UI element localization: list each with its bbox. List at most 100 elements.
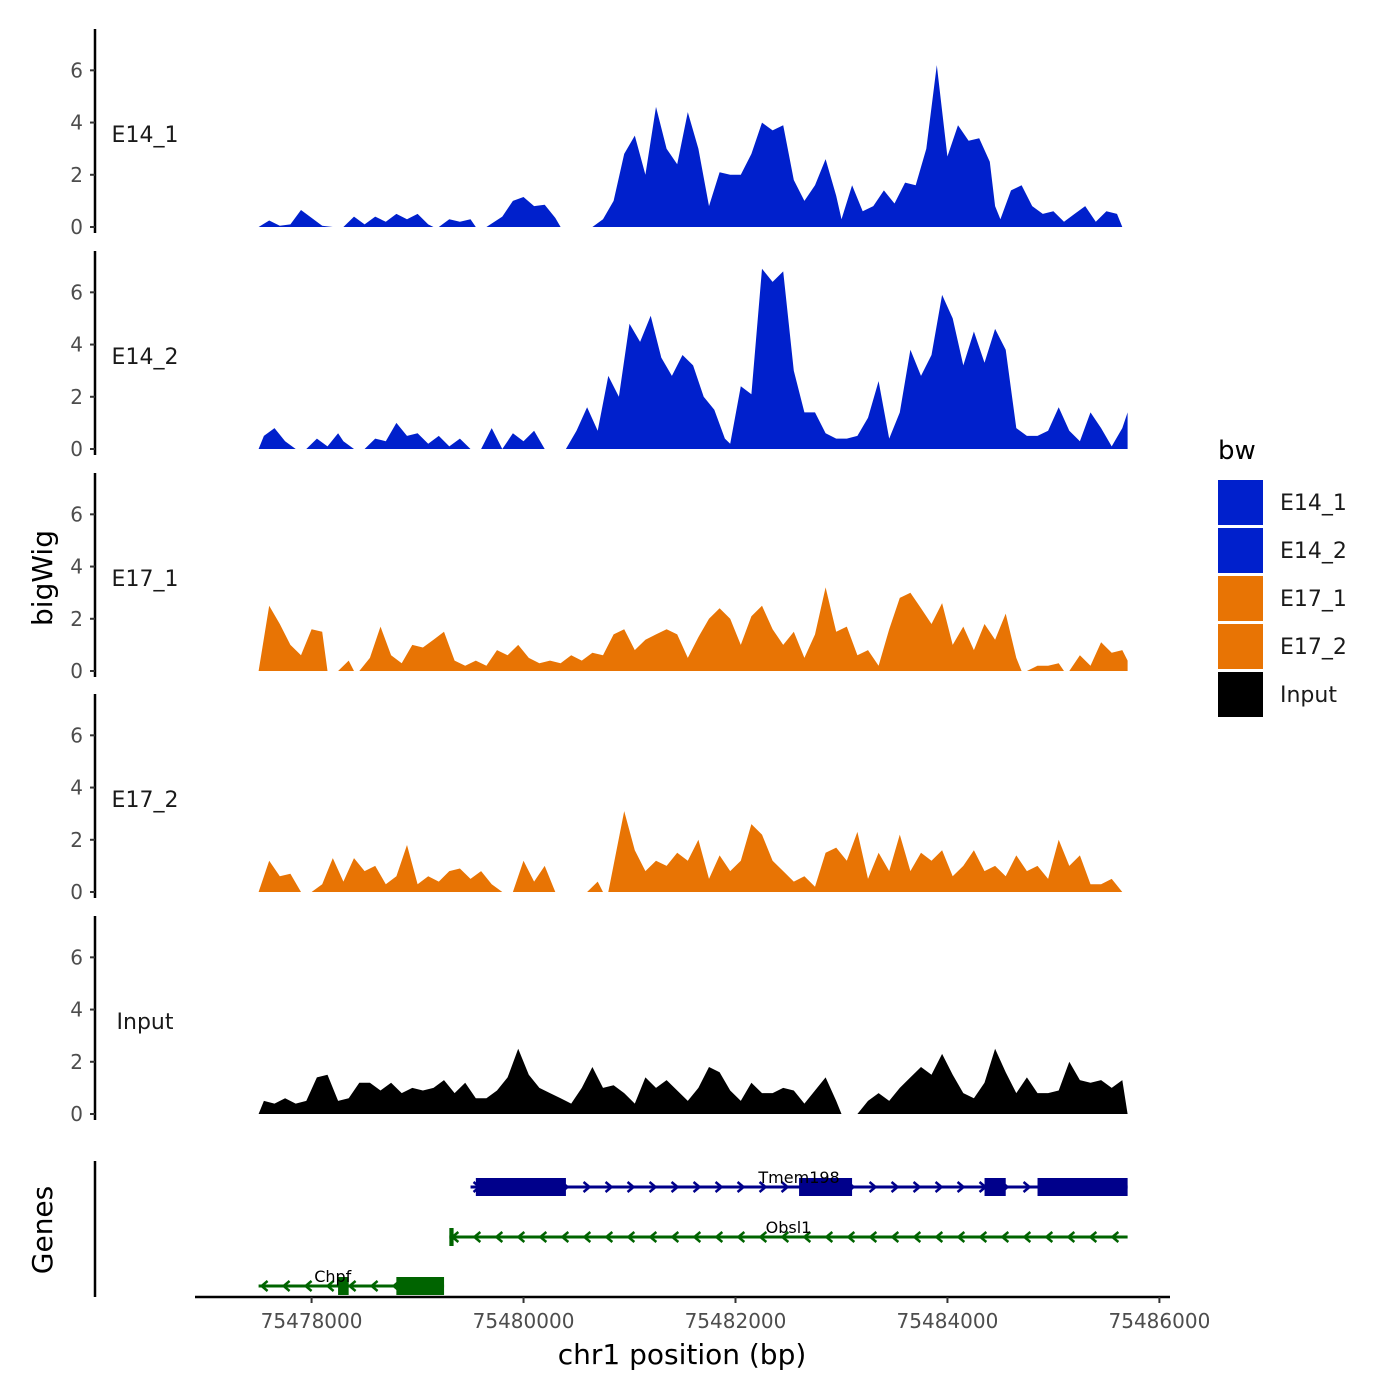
strand-arrow <box>1022 1181 1032 1193</box>
gene-label: Tmem198 <box>757 1168 839 1187</box>
y-tick-label: 2 <box>70 163 83 187</box>
track-label: E14_2 <box>112 345 179 370</box>
legend-swatch-e17_1 <box>1218 576 1263 621</box>
strand-arrow <box>692 1231 702 1243</box>
strand-arrow <box>259 1280 269 1292</box>
strand-arrow <box>890 1231 900 1243</box>
strand-arrow <box>516 1231 526 1243</box>
strand-arrow <box>1044 1231 1054 1243</box>
genes-axis-title: Genes <box>26 1186 59 1274</box>
y-tick-label: 4 <box>70 555 83 579</box>
legend-title: bw <box>1218 436 1256 466</box>
strand-arrow <box>758 1231 768 1243</box>
track-E17_2: 0 2 4 6 E17_2 <box>70 694 1123 904</box>
signal-area-E14_2 <box>258 268 1128 449</box>
strand-arrow <box>1022 1231 1032 1243</box>
gene-label: Obsl1 <box>766 1218 812 1237</box>
strand-arrow <box>736 1231 746 1243</box>
x-axis-title: chr1 position (bp) <box>558 1338 807 1371</box>
strand-arrow <box>912 1231 922 1243</box>
y-tick-label: 4 <box>70 998 83 1022</box>
strand-arrow <box>582 1181 592 1193</box>
exon-block <box>984 1178 1006 1196</box>
y-tick-label: 6 <box>70 945 83 969</box>
strand-arrow <box>736 1181 746 1193</box>
track-E17_1: 0 2 4 6 E17_1 <box>70 473 1128 683</box>
strand-arrow <box>912 1181 922 1193</box>
strand-arrow <box>1000 1231 1010 1243</box>
strand-arrow <box>670 1231 680 1243</box>
x-tick-label: 75486000 <box>1109 1309 1211 1333</box>
strand-arrow <box>626 1231 636 1243</box>
signal-area-E17_1 <box>258 587 1128 671</box>
strand-arrow <box>890 1181 900 1193</box>
y-tick-label: 0 <box>70 1102 83 1126</box>
y-tick-label: 6 <box>70 58 83 82</box>
strand-arrow <box>824 1231 834 1243</box>
track-Input: 0 2 4 6 Input <box>70 916 1128 1126</box>
legend-label: E17_1 <box>1280 587 1347 612</box>
x-tick-label: 75478000 <box>261 1309 363 1333</box>
track-label: E14_1 <box>112 123 179 148</box>
y-tick-label: 0 <box>70 659 83 683</box>
strand-arrow <box>1110 1231 1120 1243</box>
strand-arrow <box>846 1231 856 1243</box>
strand-arrow <box>670 1181 680 1193</box>
y-tick-label: 2 <box>70 607 83 631</box>
exon-block <box>1037 1178 1128 1196</box>
legend-label: E14_2 <box>1280 539 1347 564</box>
exon-block <box>475 1178 566 1196</box>
tracks-layer: 0 2 4 6 E14_1 0 2 4 6 E14_2 0 2 4 6 E17_1 0 2 4 6 E17_2 0 2 4 6… <box>70 29 1128 1126</box>
strand-arrow <box>780 1231 790 1243</box>
track-E14_2: 0 2 4 6 E14_2 <box>70 251 1128 461</box>
gene-label: Chpf <box>314 1267 351 1286</box>
y-tick-label: 0 <box>70 437 83 461</box>
legend-swatch-e14_1 <box>1218 480 1263 525</box>
y-tick-label: 4 <box>70 776 83 800</box>
strand-arrow <box>494 1231 504 1243</box>
legend-label: E17_2 <box>1280 635 1347 660</box>
y-tick-label: 2 <box>70 385 83 409</box>
y-tick-label: 4 <box>70 333 83 357</box>
signal-area-E14_1 <box>258 65 1123 227</box>
exon-block <box>396 1277 445 1295</box>
strand-arrow <box>934 1181 944 1193</box>
strand-arrow <box>347 1280 357 1292</box>
strand-arrow <box>281 1280 291 1292</box>
gene-tmem198: Tmem198 <box>470 1168 1128 1196</box>
strand-arrow <box>626 1181 636 1193</box>
exon-block <box>799 1178 853 1196</box>
strand-arrow <box>1066 1231 1076 1243</box>
gene-chpf: Chpf <box>258 1267 445 1295</box>
x-tick-label: 75482000 <box>685 1309 787 1333</box>
legend-swatch-e17_2 <box>1218 624 1263 669</box>
strand-arrow <box>978 1231 988 1243</box>
strand-arrow <box>604 1231 614 1243</box>
strand-arrow <box>303 1280 313 1292</box>
strand-arrow <box>802 1231 812 1243</box>
y-tick-label: 0 <box>70 880 83 904</box>
legend-swatch-input <box>1218 672 1263 717</box>
legend-swatch-e14_2 <box>1218 528 1263 573</box>
track-E14_1: 0 2 4 6 E14_1 <box>70 29 1123 239</box>
genes-layer: Tmem198 Obsl1 Chpf <box>93 1161 1128 1297</box>
strand-arrow <box>538 1231 548 1243</box>
strand-arrow <box>369 1280 379 1292</box>
y-tick-label: 6 <box>70 280 83 304</box>
signal-area-Input <box>258 1048 1128 1114</box>
y-tick-label: 6 <box>70 723 83 747</box>
gene-obsl1: Obsl1 <box>449 1218 1128 1246</box>
legend-label: E14_1 <box>1280 491 1347 516</box>
strand-arrow <box>934 1231 944 1243</box>
y-tick-label: 4 <box>70 111 83 135</box>
strand-arrow <box>648 1181 658 1193</box>
x-tick-label: 75484000 <box>897 1309 999 1333</box>
y-tick-label: 6 <box>70 502 83 526</box>
strand-arrow <box>956 1181 966 1193</box>
strand-arrow <box>582 1231 592 1243</box>
y-tick-label: 0 <box>70 215 83 239</box>
x-tick-label: 75480000 <box>473 1309 575 1333</box>
strand-arrow <box>868 1181 878 1193</box>
strand-arrow <box>560 1231 570 1243</box>
